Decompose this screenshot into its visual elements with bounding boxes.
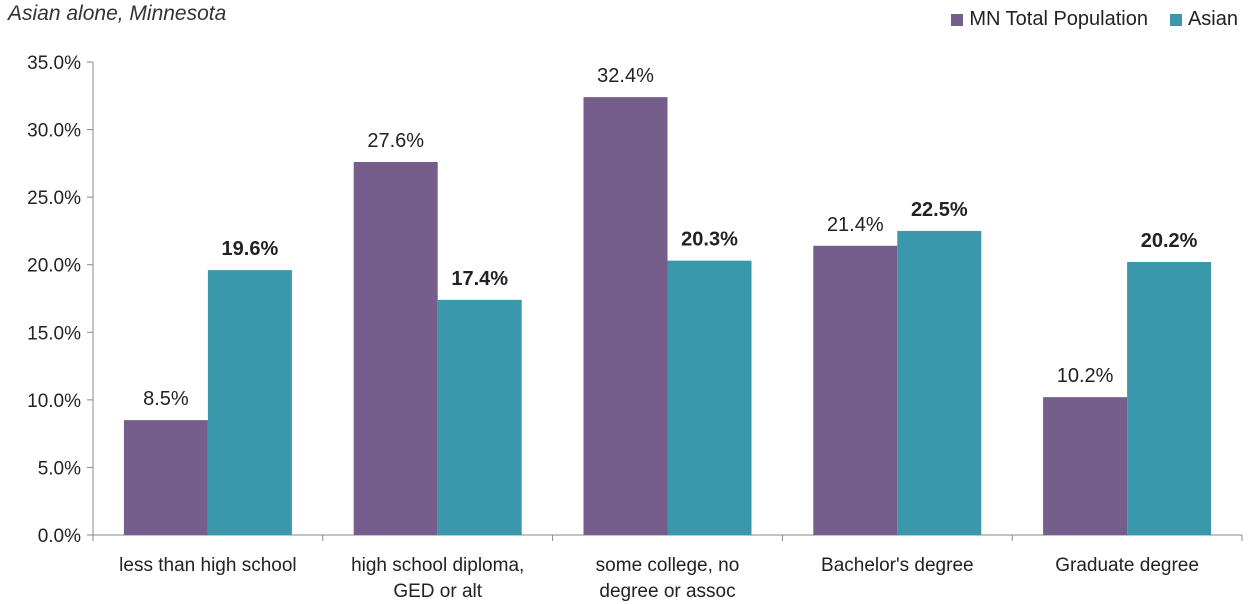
y-tick-label: 35.0% — [27, 53, 81, 74]
x-category-label: Graduate degree — [1055, 555, 1199, 576]
x-category-label: degree or assoc — [599, 581, 735, 602]
y-tick-label: 10.0% — [27, 391, 81, 412]
bar-total — [813, 245, 898, 535]
bar-asian — [437, 299, 522, 535]
data-label: 20.3% — [681, 229, 738, 251]
bar-total — [353, 162, 438, 535]
data-label: 32.4% — [597, 65, 654, 87]
data-label: 27.6% — [367, 130, 424, 152]
data-label: 21.4% — [827, 214, 884, 236]
legend-item-asian: Asian — [1169, 8, 1238, 31]
bar-asian — [667, 260, 752, 535]
bar-total — [123, 420, 208, 535]
y-tick-label: 0.0% — [38, 526, 81, 547]
data-label: 10.2% — [1057, 365, 1114, 387]
bar-asian — [1127, 262, 1212, 535]
legend-label-asian: Asian — [1187, 8, 1238, 30]
legend-label-total: MN Total Population — [969, 8, 1148, 30]
legend-item-total: MN Total Population — [951, 8, 1148, 31]
y-tick-label: 25.0% — [27, 188, 81, 209]
x-category-label: high school diploma, — [351, 555, 524, 576]
data-label: 20.2% — [1141, 230, 1198, 252]
x-category-label: Bachelor's degree — [821, 555, 974, 576]
data-label: 19.6% — [222, 238, 279, 260]
legend-swatch-asian — [1169, 13, 1182, 26]
bar-total — [1043, 397, 1128, 535]
y-tick-label: 15.0% — [27, 323, 81, 344]
x-category-label: less than high school — [119, 555, 296, 576]
y-tick-label: 30.0% — [27, 121, 81, 142]
bar-asian — [207, 270, 292, 535]
bar-asian — [897, 230, 982, 535]
data-label: 22.5% — [911, 199, 968, 221]
bar-total — [583, 97, 668, 535]
legend-swatch-total — [951, 13, 964, 26]
x-category-label: some college, no — [596, 555, 740, 576]
data-label: 8.5% — [143, 388, 189, 410]
chart-subtitle: Asian alone, Minnesota — [8, 2, 227, 25]
data-label: 17.4% — [451, 268, 508, 290]
x-category-label: GED or alt — [393, 581, 482, 602]
y-tick-label: 5.0% — [38, 458, 81, 479]
y-tick-label: 20.0% — [27, 256, 81, 277]
chart-legend: MN Total Population Asian — [951, 8, 1238, 31]
